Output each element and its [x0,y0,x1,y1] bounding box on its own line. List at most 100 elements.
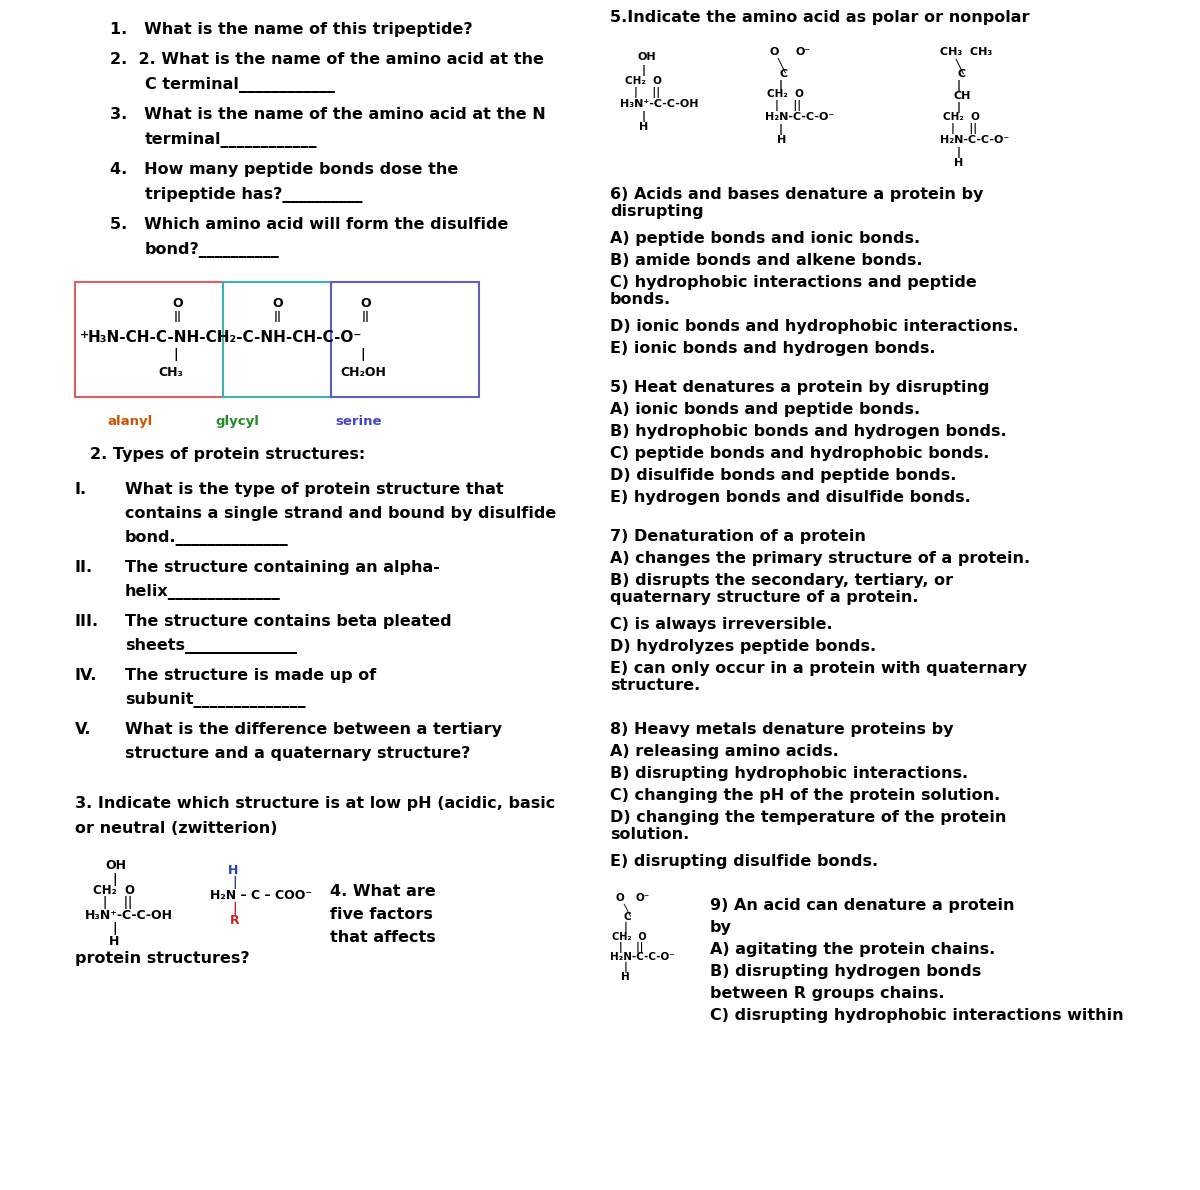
Bar [331,282,479,397]
Text: |: | [112,873,116,887]
Text: B) amide bonds and alkene bonds.: B) amide bonds and alkene bonds. [610,253,923,268]
Text: |: | [173,347,178,361]
Text: OH: OH [638,52,656,62]
Text: H₂N-C-C-O⁻: H₂N-C-C-O⁻ [610,952,674,962]
Text: five factors: five factors [330,907,433,922]
Text: B) disrupting hydrogen bonds: B) disrupting hydrogen bonds [710,964,982,979]
Text: 8) Heavy metals denature proteins by: 8) Heavy metals denature proteins by [610,722,954,737]
Text: E) ionic bonds and hydrogen bonds.: E) ionic bonds and hydrogen bonds. [610,342,936,356]
Text: bond.______________: bond.______________ [125,530,289,546]
Text: 4.   How many peptide bonds dose the: 4. How many peptide bonds dose the [110,162,458,177]
Text: D) ionic bonds and hydrophobic interactions.: D) ionic bonds and hydrophobic interacti… [610,319,1019,334]
Text: C) hydrophobic interactions and peptide
bonds.: C) hydrophobic interactions and peptide … [610,275,977,307]
Text: |: | [360,347,365,361]
Text: |: | [779,80,784,90]
Text: |: | [232,902,236,915]
Text: 2. Types of protein structures:: 2. Types of protein structures: [90,447,365,462]
Text: protein structures?: protein structures? [74,951,250,966]
Text: I.: I. [74,482,88,497]
Text: B) disrupting hydrophobic interactions.: B) disrupting hydrophobic interactions. [610,766,968,781]
Text: H: H [954,158,964,168]
Text: CH₂OH: CH₂OH [340,367,386,378]
Text: What is the difference between a tertiary: What is the difference between a tertiar… [125,722,502,737]
Text: ╲: ╲ [778,58,786,74]
Text: |    ||: | || [952,123,977,134]
Text: H: H [622,972,630,982]
Text: |: | [624,922,628,933]
Text: What is the type of protein structure that: What is the type of protein structure th… [125,482,504,497]
Text: H: H [778,134,786,145]
Text: glycyl: glycyl [215,415,259,428]
Text: 1.   What is the name of this tripeptide?: 1. What is the name of this tripeptide? [110,21,473,37]
Text: C) is always irreversible.: C) is always irreversible. [610,616,833,632]
Text: |    ||: | || [775,100,802,111]
Text: D) changing the temperature of the protein
solution.: D) changing the temperature of the prote… [610,810,1007,843]
Text: H₂N-C-C-O⁻: H₂N-C-C-O⁻ [940,134,1009,145]
Text: 5) Heat denatures a protein by disrupting: 5) Heat denatures a protein by disruptin… [610,380,990,395]
Text: ||: || [362,311,370,322]
Text: bond?__________: bond?__________ [145,242,280,258]
Bar [74,282,223,397]
Text: that affects: that affects [330,931,436,945]
Text: C terminal____________: C terminal____________ [145,77,335,93]
Text: by: by [710,920,732,935]
Text: O: O [616,892,624,903]
Text: CH₂  O: CH₂ O [612,932,647,942]
Text: serine: serine [335,415,382,428]
Text: CH₂  O: CH₂ O [943,112,980,123]
Text: ╲: ╲ [623,903,630,916]
Text: IV.: IV. [74,668,97,683]
Text: |    ||: | || [103,896,132,909]
Text: 9) An acid can denature a protein: 9) An acid can denature a protein [710,898,1014,913]
Text: O⁻: O⁻ [796,46,810,57]
Text: sheets______________: sheets______________ [125,638,298,654]
Text: H: H [109,935,119,948]
Text: O: O [360,298,371,311]
Text: 2.  2. What is the name of the amino acid at the: 2. 2. What is the name of the amino acid… [110,52,544,67]
Text: E) disrupting disulfide bonds.: E) disrupting disulfide bonds. [610,854,878,869]
Text: II.: II. [74,560,94,575]
Text: B) hydrophobic bonds and hydrogen bonds.: B) hydrophobic bonds and hydrogen bonds. [610,424,1007,439]
Text: E) can only occur in a protein with quaternary
structure.: E) can only occur in a protein with quat… [610,660,1027,694]
Text: CH: CH [953,90,971,101]
Text: |: | [642,111,646,123]
Text: ||: || [174,311,182,322]
Text: E) hydrogen bonds and disulfide bonds.: E) hydrogen bonds and disulfide bonds. [610,490,971,505]
Text: C: C [624,912,631,922]
Text: R: R [230,914,240,927]
Text: A) peptide bonds and ionic bonds.: A) peptide bonds and ionic bonds. [610,231,920,246]
Text: The structure containing an alpha-: The structure containing an alpha- [125,560,440,575]
Text: subunit______________: subunit______________ [125,693,306,708]
Text: |: | [958,148,961,158]
Text: terminal____________: terminal____________ [145,132,318,148]
Text: O: O [770,46,779,57]
Text: |: | [112,922,116,935]
Text: CH₂  O: CH₂ O [94,884,134,897]
Text: +: + [80,330,89,340]
Text: alanyl: alanyl [107,415,152,428]
Text: V.: V. [74,722,91,737]
Text: C) disrupting hydrophobic interactions within: C) disrupting hydrophobic interactions w… [710,1008,1123,1023]
Text: D) hydrolyzes peptide bonds.: D) hydrolyzes peptide bonds. [610,639,876,655]
Text: 3.   What is the name of the amino acid at the N: 3. What is the name of the amino acid at… [110,107,546,123]
Text: O: O [172,298,182,311]
Text: 6) Acids and bases denature a protein by
disrupting: 6) Acids and bases denature a protein by… [610,187,983,219]
Text: H₃N⁺-C-C-OH: H₃N⁺-C-C-OH [85,909,173,922]
Text: C) changing the pH of the protein solution.: C) changing the pH of the protein soluti… [610,788,1001,803]
Text: |: | [642,65,646,76]
Text: A) agitating the protein chains.: A) agitating the protein chains. [710,942,995,957]
Text: OH: OH [106,859,126,872]
Text: CH₂  O: CH₂ O [767,89,804,99]
Text: |: | [232,876,236,889]
Text: between R groups chains.: between R groups chains. [710,987,944,1001]
Text: H₃N-CH-C-NH-CH₂-C-NH-CH-C-O⁻: H₃N-CH-C-NH-CH₂-C-NH-CH-C-O⁻ [88,330,362,345]
Bar [223,282,331,397]
Text: O: O [272,298,283,311]
Text: H₂N – C – COO⁻: H₂N – C – COO⁻ [210,889,312,902]
Text: III.: III. [74,614,100,630]
Text: |    ||: | || [619,942,643,953]
Text: D) disulfide bonds and peptide bonds.: D) disulfide bonds and peptide bonds. [610,468,956,483]
Text: 4. What are: 4. What are [330,884,436,898]
Text: H: H [228,864,239,877]
Text: 3. Indicate which structure is at low pH (acidic, basic: 3. Indicate which structure is at low pH… [74,796,556,812]
